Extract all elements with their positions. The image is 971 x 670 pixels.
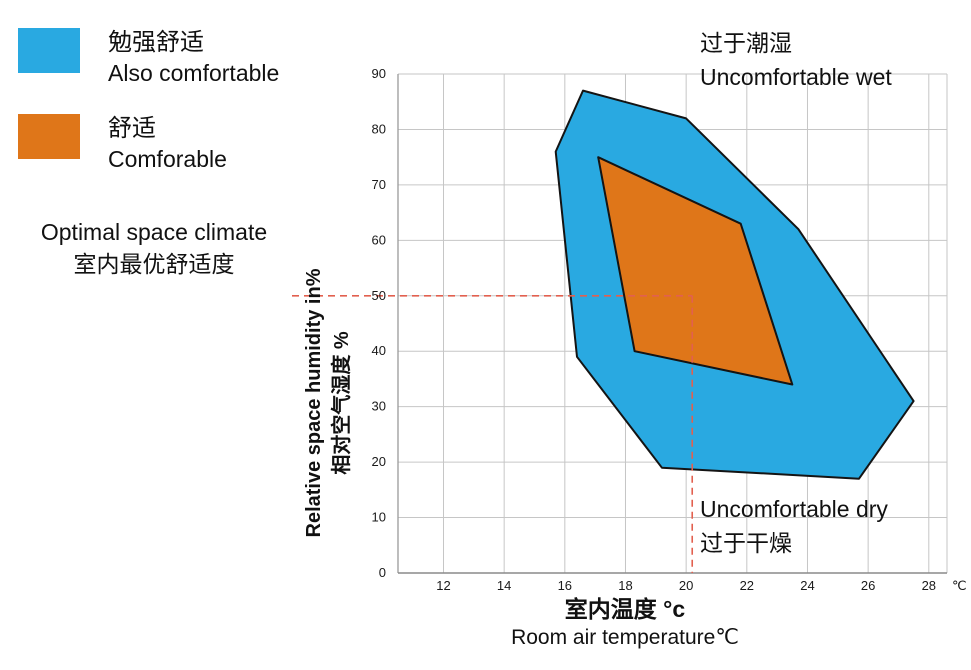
legend-item-comfortable: 舒适 Comforable: [18, 114, 279, 174]
x-tick-label: 28: [922, 578, 936, 593]
optimal-climate-label: Optimal space climate 室内最优舒适度: [14, 216, 294, 280]
y-axis-title: Relative space humidity in% 相对空气湿度 %: [300, 180, 356, 626]
y-tick-label: 0: [379, 565, 386, 580]
x-tick-label: 18: [618, 578, 632, 593]
optimal-climate-label-zh: 室内最优舒适度: [73, 251, 235, 277]
legend-label-zh: 勉强舒适: [108, 29, 204, 56]
y-tick-label: 90: [372, 66, 386, 81]
y-tick-label: 30: [372, 399, 386, 414]
annotation-wet-en: Uncomfortable wet: [700, 64, 892, 90]
y-axis-title-en: Relative space humidity in%: [303, 268, 325, 538]
comfortable-area: [597, 156, 794, 386]
legend-swatch-also-comfortable: [18, 28, 80, 73]
legend-label-also-comfortable: 勉强舒适 Also comfortable: [108, 28, 279, 88]
x-tick-label: 24: [800, 578, 814, 593]
legend: 勉强舒适 Also comfortable 舒适 Comforable: [18, 28, 279, 200]
x-tick-label: 16: [558, 578, 572, 593]
x-tick-label: 20: [679, 578, 693, 593]
legend-label-zh: 舒适: [108, 115, 156, 142]
x-tick-label: 26: [861, 578, 875, 593]
x-tick-label: 14: [497, 578, 511, 593]
legend-label-en: Comforable: [108, 146, 227, 172]
y-tick-label: 40: [372, 343, 386, 358]
x-axis-unit-label: ℃: [952, 578, 967, 593]
x-axis-title-en: Room air temperature℃: [511, 626, 739, 649]
x-tick-label: 12: [436, 578, 450, 593]
annotation-dry-zh: 过于干燥: [700, 530, 792, 556]
y-tick-label: 20: [372, 454, 386, 469]
legend-swatch-comfortable: [18, 114, 80, 159]
x-axis-title: 室内温度 °c Room air temperature℃: [380, 594, 870, 652]
annotation-uncomfortable-dry: Uncomfortable dry 过于干燥: [700, 492, 888, 560]
optimal-climate-label-en: Optimal space climate: [40, 219, 268, 245]
y-tick-label: 70: [372, 177, 386, 192]
y-tick-label: 10: [372, 510, 386, 525]
x-axis-title-zh: 室内温度 °c: [564, 596, 686, 622]
legend-label-comfortable: 舒适 Comforable: [108, 114, 227, 174]
annotation-wet-zh: 过于潮湿: [700, 30, 792, 56]
annotation-dry-en: Uncomfortable dry: [700, 496, 888, 522]
y-tick-label: 60: [372, 232, 386, 247]
x-tick-label: 22: [740, 578, 754, 593]
y-tick-label: 50: [372, 288, 386, 303]
legend-item-also-comfortable: 勉强舒适 Also comfortable: [18, 28, 279, 88]
legend-label-en: Also comfortable: [108, 60, 280, 86]
y-axis-title-zh: 相对空气湿度 %: [331, 331, 353, 475]
y-tick-label: 80: [372, 121, 386, 136]
annotation-uncomfortable-wet: 过于潮湿 Uncomfortable wet: [700, 26, 892, 94]
